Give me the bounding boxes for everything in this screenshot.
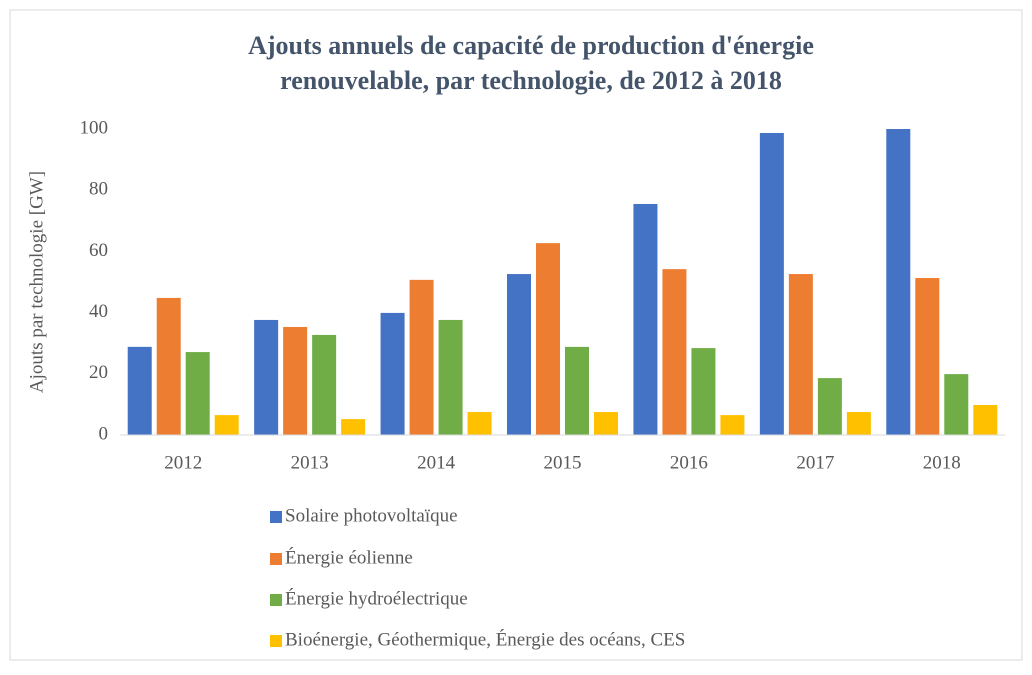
y-tick-label: 40 — [89, 301, 108, 322]
legend-swatch — [270, 553, 282, 565]
y-tick-label: 100 — [80, 117, 109, 138]
legend-label: Solaire photovoltaïque — [285, 505, 458, 526]
legend-label: Énergie éolienne — [285, 546, 413, 568]
legend-swatch — [270, 511, 282, 523]
bar — [214, 415, 239, 435]
x-tick-label: 2017 — [796, 452, 834, 473]
legend-swatch — [270, 635, 282, 647]
x-tick-label: 2014 — [417, 452, 456, 473]
legend-swatch — [270, 594, 282, 606]
x-tick-label: 2013 — [291, 452, 329, 473]
y-tick-label: 80 — [89, 179, 108, 200]
x-tick-label: 2015 — [544, 452, 582, 473]
bar — [915, 278, 940, 435]
bar — [846, 412, 871, 435]
bar — [633, 203, 658, 435]
bar — [507, 274, 531, 435]
x-tick-label: 2012 — [164, 452, 202, 473]
x-tick-label: 2016 — [670, 452, 708, 473]
bar — [662, 269, 687, 435]
y-tick-label: 60 — [89, 240, 108, 261]
bar — [720, 415, 745, 435]
bar — [788, 274, 813, 435]
chart-title: Ajouts annuels de capacité de production… — [248, 31, 814, 60]
bar — [886, 129, 911, 435]
bar — [341, 419, 366, 435]
y-axis-label: Ajouts par technologie [GW] — [26, 171, 47, 393]
bar — [185, 352, 210, 435]
bar — [565, 346, 589, 435]
bar — [380, 312, 405, 435]
bar — [691, 348, 716, 435]
bar — [283, 326, 308, 435]
bar — [817, 378, 842, 435]
bar — [438, 319, 463, 435]
legend-label: Bioénergie, Géothermique, Énergie des oc… — [285, 628, 685, 650]
bar — [254, 319, 279, 435]
bar — [536, 243, 560, 435]
bar — [409, 279, 434, 435]
bar — [594, 412, 618, 435]
bar — [944, 374, 969, 435]
y-tick-label: 0 — [99, 423, 109, 444]
bar — [312, 334, 337, 435]
bar — [973, 405, 998, 435]
bar — [759, 132, 784, 435]
bar — [127, 346, 152, 435]
x-tick-label: 2018 — [923, 452, 961, 473]
chart-title: renouvelable, par technologie, de 2012 à… — [280, 66, 782, 95]
bar — [467, 412, 492, 435]
y-tick-label: 20 — [89, 362, 108, 383]
legend-label: Énergie hydroélectrique — [285, 587, 468, 609]
bar — [156, 297, 181, 435]
